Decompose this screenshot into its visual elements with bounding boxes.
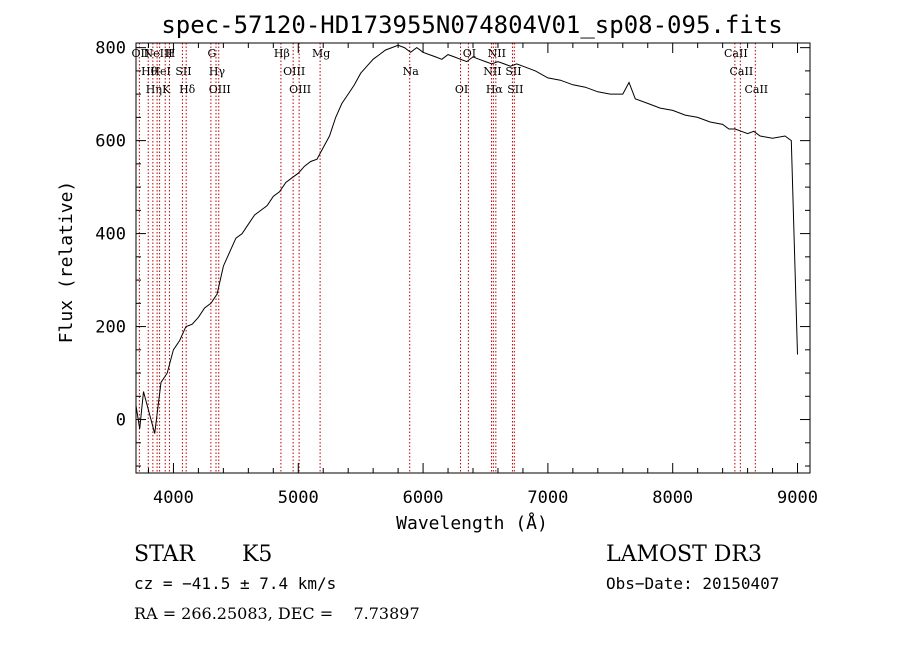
- line-marker-label: Mg: [312, 47, 330, 60]
- line-marker-label: Na: [403, 65, 420, 78]
- redshift-velocity: cz = −41.5 ± 7.4 km/s: [134, 574, 336, 593]
- line-marker-label: SII: [505, 65, 521, 78]
- x-tick-label: 8000: [652, 488, 693, 508]
- object-subclass: K5: [242, 542, 272, 567]
- line-marker-label: K: [162, 83, 171, 96]
- line-marker-label: HeI: [150, 65, 170, 78]
- line-marker-label: CaII: [724, 47, 748, 60]
- line-marker-label: Hβ: [274, 47, 290, 60]
- y-tick-label: 0: [116, 411, 126, 431]
- line-marker-label: Hδ: [179, 83, 196, 96]
- line-marker-label: OIII: [289, 83, 311, 96]
- y-tick-label: 600: [95, 132, 126, 152]
- x-axis-ticks: 4000 5000 6000 7000 8000 9000: [147, 43, 818, 508]
- coordinates: RA = 266.25083, DEC = 7.73897: [134, 604, 420, 623]
- line-marker-label: CaII: [744, 83, 768, 96]
- chart-title: spec-57120-HD173955N074804V01_sp08-095.f…: [161, 11, 782, 39]
- spectrum-line: [135, 44, 798, 434]
- emission-line-markers: [138, 43, 756, 473]
- line-marker-label: H: [166, 47, 176, 60]
- y-axis-label: Flux (relative): [56, 181, 77, 344]
- line-marker-label: G: [207, 47, 216, 60]
- line-marker-label: OI: [463, 47, 476, 60]
- line-marker-label: SII: [175, 65, 191, 78]
- x-tick-label: 7000: [527, 488, 568, 508]
- emission-line-labels: OIIHθHηNeIIIHeIKHSIIHδGHγOIIIHβOIIIOIIIM…: [132, 47, 769, 96]
- x-tick-label: 9000: [777, 488, 818, 508]
- plot-frame: [135, 42, 811, 474]
- line-marker-label: Hη: [146, 83, 162, 96]
- line-marker-label: NII: [488, 47, 506, 60]
- y-tick-label: 800: [95, 39, 126, 59]
- line-marker-label: OI: [455, 83, 468, 96]
- line-marker-label: OIII: [209, 83, 231, 96]
- line-marker-label: NII: [483, 65, 501, 78]
- line-marker-label: OIII: [283, 65, 305, 78]
- x-axis-label: Wavelength (Å): [396, 512, 548, 534]
- y-tick-label: 200: [95, 318, 126, 338]
- line-marker-label: SII: [507, 83, 523, 96]
- line-marker-label: Hα: [486, 83, 504, 96]
- x-tick-label: 4000: [153, 488, 194, 508]
- line-marker-label: NeIII: [144, 47, 173, 60]
- x-tick-label: 5000: [278, 488, 319, 508]
- line-marker-label: Hγ: [209, 65, 226, 78]
- observation-date: Obs−Date: 20150407: [606, 574, 779, 593]
- object-class: STAR: [134, 542, 196, 567]
- y-tick-label: 400: [95, 225, 126, 245]
- line-marker-label: CaII: [730, 65, 754, 78]
- y-axis-ticks: 0 200 400 600 800: [95, 39, 810, 467]
- line-marker-label: Hθ: [141, 65, 158, 78]
- x-tick-label: 6000: [403, 488, 444, 508]
- survey-name: LAMOST DR3: [606, 542, 762, 567]
